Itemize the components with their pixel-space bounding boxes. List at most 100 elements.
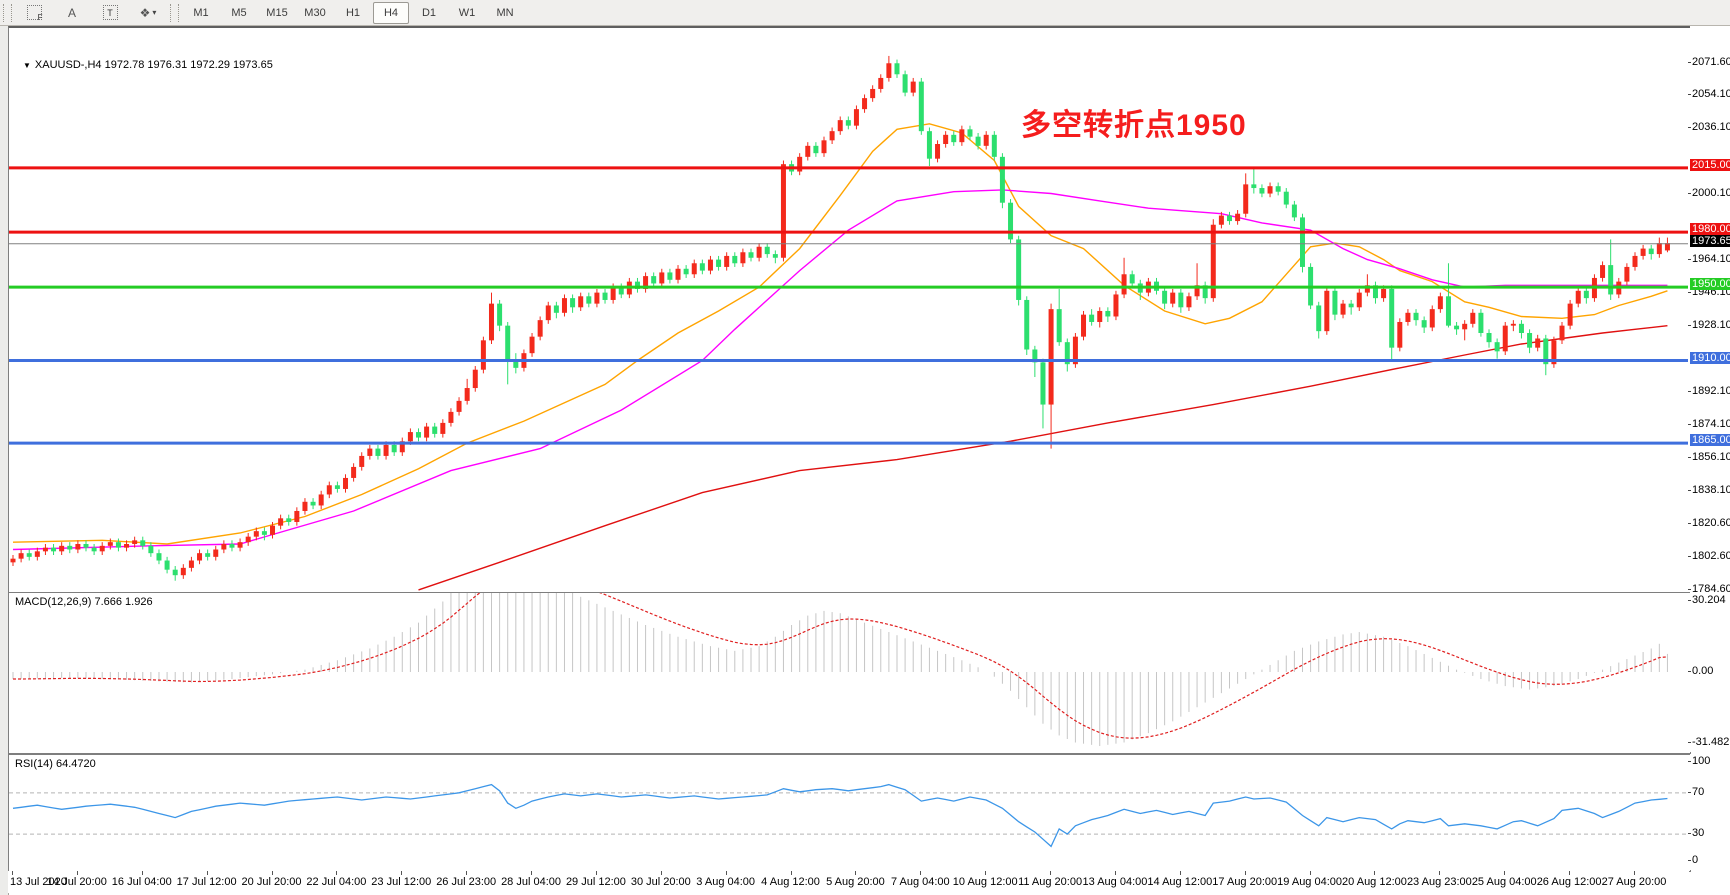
price-tick: 1964.10 xyxy=(1688,253,1730,266)
price-tick: 1928.10 xyxy=(1688,319,1730,332)
time-tick-mark xyxy=(660,871,662,875)
rsi-label: RSI(14) 64.4720 xyxy=(15,758,96,770)
ma-mid_magenta xyxy=(12,189,1668,551)
time-tick-mark xyxy=(466,871,468,875)
time-label: 22 Jul 04:00 xyxy=(306,876,367,888)
shapes-dropdown-button[interactable]: ❖ ▾ xyxy=(130,2,166,24)
level-price-label: 2015.00 xyxy=(1690,158,1730,171)
price-tick: 1874.10 xyxy=(1688,418,1730,431)
time-label: 5 Aug 20:00 xyxy=(826,876,885,888)
rsi-tick: 30 xyxy=(1687,827,1705,840)
candlestick-series xyxy=(10,55,1670,581)
level-price-label: 1910.00 xyxy=(1690,351,1730,364)
ma-slow_red xyxy=(418,325,1668,591)
price-tick: 1856.10 xyxy=(1688,451,1730,464)
timeframe-button-h1[interactable]: H1 xyxy=(345,6,361,19)
price-chart-pane[interactable]: ▼ XAUUSD-,H4 1972.78 1976.31 1972.29 1973… xyxy=(8,26,1691,594)
timeframe-button-m15[interactable]: M15 xyxy=(266,6,288,19)
time-tick-mark xyxy=(1634,871,1635,875)
rsi-line-chart[interactable] xyxy=(9,755,1688,869)
rsi-axis[interactable]: 100 70 30 0 xyxy=(1687,754,1730,870)
price-tick: 1784.60 xyxy=(1688,582,1730,595)
dotted-frame-tool-button[interactable]: F xyxy=(16,2,52,24)
rsi-tick: 0 xyxy=(1687,854,1699,866)
price-tick: 1802.60 xyxy=(1688,549,1730,562)
moving-averages xyxy=(12,123,1668,591)
time-label: 20 Jul 20:00 xyxy=(241,876,302,888)
price-tick: 1838.10 xyxy=(1688,484,1730,497)
time-label: 28 Jul 04:00 xyxy=(501,876,561,888)
symbol-ohlc-header: ▼ XAUUSD-,H4 1972.78 1976.31 1972.29 1973… xyxy=(23,59,273,71)
time-label: 11 Aug 20:00 xyxy=(1018,876,1083,888)
time-tick-mark xyxy=(336,871,338,875)
time-tick-mark xyxy=(141,871,143,875)
time-label: 20 Aug 12:00 xyxy=(1342,876,1407,888)
text-annotation-button[interactable]: A xyxy=(54,2,90,24)
time-tick-mark xyxy=(1114,871,1116,875)
time-label: 10 Aug 12:00 xyxy=(952,876,1018,888)
time-label: 19 Aug 04:00 xyxy=(1277,876,1343,888)
horizontal-levels xyxy=(9,166,1688,445)
macd-indicator-pane[interactable]: MACD(12,26,9) 7.666 1.926 xyxy=(8,592,1691,754)
macd-tick: 30.204 xyxy=(1688,594,1726,607)
time-tick-mark xyxy=(531,871,533,875)
price-axis[interactable]: 2071.60 2054.10 2036.10 2000.10 1964.10 1946.… xyxy=(1688,26,1730,595)
toolbar: F A T ❖ ▾ M1 M5 M15 M30 H1 H4 D1 W1 MN xyxy=(0,0,1730,26)
timeframe-button-d1[interactable]: D1 xyxy=(421,6,437,19)
toolbar-grip[interactable] xyxy=(3,3,12,22)
time-tick-mark xyxy=(790,871,792,875)
time-label: 30 Jul 20:00 xyxy=(630,876,691,888)
rsi-tick: 100 xyxy=(1687,755,1711,767)
time-tick-mark xyxy=(595,871,597,875)
time-tick-mark xyxy=(855,871,857,875)
chevron-down-icon[interactable]: ▼ xyxy=(23,61,31,70)
time-label: 4 Aug 12:00 xyxy=(761,876,820,888)
timeframe-button-w1[interactable]: W1 xyxy=(458,6,476,19)
rsi-tick: 70 xyxy=(1687,785,1705,798)
timeframe-button-h4[interactable]: H4 xyxy=(373,1,409,24)
price-tick: 2054.10 xyxy=(1688,88,1730,101)
time-label: 17 Aug 20:00 xyxy=(1212,876,1278,888)
price-tick: 2071.60 xyxy=(1688,56,1730,68)
time-label: 13 Jul 2020 xyxy=(10,876,67,888)
macd-tick: 0.00 xyxy=(1687,665,1714,677)
candlestick-chart[interactable] xyxy=(9,28,1688,591)
time-tick-mark xyxy=(920,871,922,875)
time-tick-mark xyxy=(1050,871,1052,875)
rsi-indicator-pane[interactable]: RSI(14) 64.4720 xyxy=(8,754,1691,872)
time-tick-mark xyxy=(1244,871,1246,875)
time-tick-mark xyxy=(1309,871,1311,875)
timeframe-button-m1[interactable]: M1 xyxy=(193,6,209,19)
time-tick-mark xyxy=(1179,871,1181,875)
level-price-label: 1865.00 xyxy=(1690,434,1730,447)
dotted-frame-tool-icon: F xyxy=(26,5,43,22)
timeframe-button-mn[interactable]: MN xyxy=(496,6,514,19)
chart-annotation-text[interactable]: 多空转折点1950 xyxy=(1021,109,1247,142)
time-tick-mark xyxy=(206,871,208,875)
time-tick-mark xyxy=(401,871,403,875)
time-label: 3 Aug 04:00 xyxy=(696,876,756,888)
time-label: 27 Aug 20:00 xyxy=(1601,876,1667,888)
macd-axis[interactable]: 30.204 0.00 -31.482 xyxy=(1687,592,1730,752)
time-label: 23 Aug 23:00 xyxy=(1406,876,1472,888)
time-label: 14 Aug 12:00 xyxy=(1147,876,1213,888)
ma-fast_orange xyxy=(12,123,1668,545)
timeframe-button-m5[interactable]: M5 xyxy=(231,6,247,19)
text-box-tool-button[interactable]: T xyxy=(92,2,128,24)
text-annotation-icon: A xyxy=(67,5,76,20)
macd-tick: -31.482 xyxy=(1687,736,1730,748)
time-tick-mark xyxy=(1569,871,1571,875)
toolbar-grip[interactable] xyxy=(170,3,179,22)
level-price-label: 1980.00 xyxy=(1690,223,1730,236)
macd-label: MACD(12,26,9) 7.666 1.926 xyxy=(15,596,153,608)
macd-histogram[interactable] xyxy=(9,593,1688,751)
price-tick: 2036.10 xyxy=(1688,121,1730,134)
time-tick-mark xyxy=(1439,871,1441,875)
price-tick: 1892.10 xyxy=(1688,385,1730,398)
time-axis[interactable]: 13 Jul 2020 14 Jul 20:00 16 Jul 04:00 17 Ju… xyxy=(8,871,1689,893)
tool-sub-letter: F xyxy=(37,13,43,22)
time-tick-mark xyxy=(271,871,273,875)
timeframe-button-m30[interactable]: M30 xyxy=(304,6,326,19)
time-label: 29 Jul 12:00 xyxy=(565,876,626,888)
